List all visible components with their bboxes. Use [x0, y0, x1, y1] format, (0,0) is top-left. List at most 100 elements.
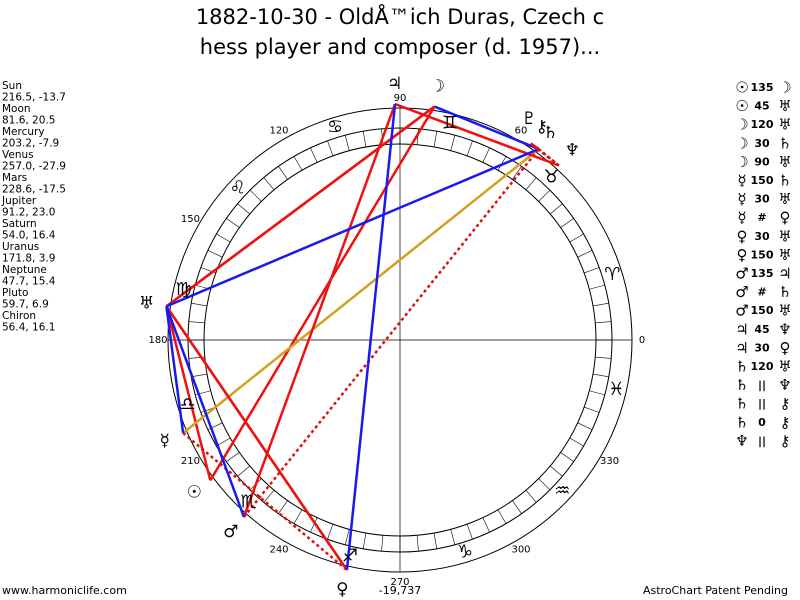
- aspect-to: ♅: [778, 358, 791, 376]
- aspect-line: [165, 105, 436, 308]
- ring-tick: [482, 147, 490, 163]
- ring-tick: [381, 535, 384, 552]
- aspect-type: 45: [754, 100, 769, 113]
- planet-glyph: ♂: [223, 522, 238, 542]
- ring-tick: [592, 302, 609, 307]
- aspect-line: [165, 147, 540, 308]
- aspect-type: ||: [758, 434, 766, 447]
- ring-tick: [560, 452, 574, 462]
- aspect-from: ♄: [735, 413, 748, 431]
- planet-glyph: ♄: [543, 123, 558, 143]
- degree-label: 150: [181, 214, 200, 225]
- aspect-line: [434, 105, 540, 151]
- aspect-from: ☽: [735, 116, 748, 134]
- degree-label: 120: [269, 125, 288, 136]
- sign-glyph: ♏: [241, 491, 257, 512]
- ring-tick: [344, 135, 350, 151]
- degree-label: 210: [181, 456, 200, 467]
- aspect-type: ||: [758, 379, 766, 392]
- aspect-line: [394, 102, 560, 167]
- aspect-from: ♀: [737, 246, 748, 264]
- footer-right: AstroChart Patent Pending: [643, 584, 788, 597]
- ring-tick: [191, 302, 208, 307]
- ring-tick: [237, 203, 251, 215]
- planet-glyph: ♃: [387, 74, 402, 94]
- planet-name: Chiron: [2, 310, 36, 322]
- ring-tick: [249, 189, 262, 202]
- planet-name: Saturn: [2, 218, 37, 230]
- ring-tick: [278, 500, 288, 514]
- ring-tick: [226, 218, 240, 228]
- aspect-from: ♆: [735, 432, 748, 450]
- footer-center: -19,737: [379, 584, 421, 597]
- aspect-from: ♂: [735, 265, 748, 283]
- degree-label: 330: [600, 456, 619, 467]
- planet-coords: 203.2, -7.9: [2, 138, 59, 150]
- ring-tick: [433, 532, 438, 549]
- aspect-to: ♆: [778, 320, 791, 338]
- ring-tick: [450, 529, 456, 545]
- aspect-from: ☿: [737, 172, 746, 190]
- ring-tick: [216, 233, 231, 243]
- ring-tick: [344, 529, 350, 545]
- degree-label: 180: [148, 335, 167, 346]
- aspect-type: ||: [758, 397, 766, 410]
- aspect-from: ☽: [735, 153, 748, 171]
- planet-name: Uranus: [2, 241, 39, 253]
- aspect-from: ♀: [737, 227, 748, 245]
- aspect-type: 45: [754, 323, 769, 336]
- aspect-line: [165, 305, 246, 518]
- ring-tick: [263, 177, 275, 191]
- aspect-type: #: [757, 211, 766, 224]
- ring-tick: [278, 166, 288, 180]
- aspect-to: ♀: [780, 339, 791, 357]
- ring-tick: [362, 131, 367, 148]
- sign-glyph: ♍: [176, 279, 192, 300]
- aspect-from: ♃: [735, 339, 748, 357]
- aspect-type: 0: [758, 416, 766, 429]
- aspect-to: ♃: [778, 265, 791, 283]
- title-line: hess player and composer (d. 1957)...: [200, 35, 600, 59]
- tick-ring: [188, 128, 612, 552]
- sign-glyph: ♒: [554, 480, 570, 501]
- ring-tick: [584, 267, 600, 274]
- glyphs: 0 60 90 120 150 180 210 240 270 300 330 ♈ ♉ ♊ ♋ ♌ ♍ ♎ ♏ ♐ ♑ ♒…: [139, 74, 645, 599]
- planet-glyph: ♆: [565, 141, 580, 161]
- aspect-to: ♄: [778, 134, 791, 152]
- aspect-to: ⚷: [780, 432, 791, 450]
- degree-label: 270: [390, 577, 409, 588]
- planet-name: Jupiter: [1, 195, 37, 207]
- aspect-to: ♄: [778, 283, 791, 301]
- aspect-from: ♂: [735, 302, 748, 320]
- ring-tick: [188, 321, 205, 324]
- ring-tick: [466, 524, 473, 540]
- aspect-line: [182, 148, 540, 434]
- planet-coords: 228.6, -17.5: [2, 184, 66, 196]
- planet-coords: 54.0, 16.4: [2, 230, 56, 242]
- planet-name: Venus: [2, 149, 34, 161]
- ring-tick: [592, 373, 609, 378]
- ring-tick: [584, 406, 600, 413]
- aspect-from: ☿: [737, 209, 746, 227]
- ring-tick: [362, 532, 367, 549]
- aspect-to: ♅: [778, 153, 791, 171]
- planet-coords: 81.6, 20.5: [2, 115, 55, 127]
- planet-name: Pluto: [2, 287, 28, 299]
- aspect-type: 30: [754, 341, 770, 354]
- aspect-line: [165, 306, 212, 481]
- degree-label: 300: [511, 545, 530, 556]
- ring-tick: [497, 509, 507, 524]
- planet-coords: 257.0, -27.9: [2, 161, 66, 173]
- degree-label: 90: [394, 93, 407, 104]
- ring-tick: [293, 156, 303, 171]
- ring-tick: [293, 509, 303, 524]
- aspect-type: 150: [751, 304, 774, 317]
- ring-tick: [327, 524, 334, 540]
- ring-tick: [226, 452, 240, 462]
- ring-tick: [433, 131, 438, 148]
- ring-tick: [482, 517, 490, 533]
- planet-coords: 47.7, 15.4: [2, 276, 56, 288]
- sign-glyph: ♋: [327, 117, 343, 138]
